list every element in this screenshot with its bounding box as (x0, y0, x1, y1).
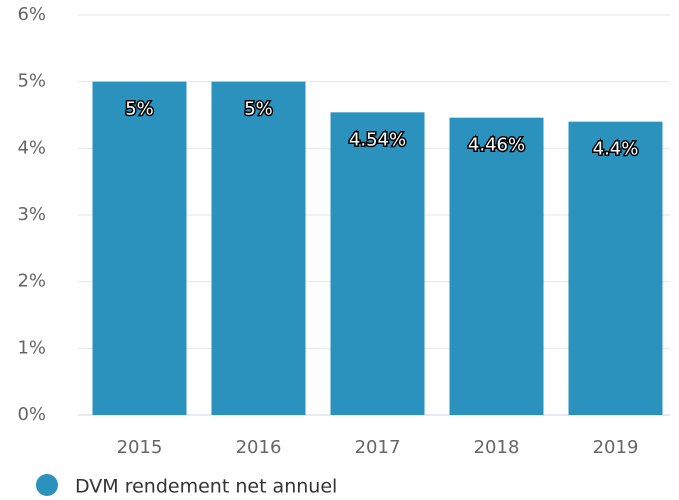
y-tick-label: 5% (17, 71, 46, 92)
legend-label: DVM rendement net annuel (75, 476, 337, 498)
y-tick-label: 0% (17, 404, 46, 425)
legend-marker (36, 474, 58, 496)
x-tick-label: 2016 (236, 437, 282, 458)
y-tick-label: 4% (17, 137, 46, 158)
value-label: 4.54% (349, 129, 406, 150)
y-tick-label: 2% (17, 271, 46, 292)
value-label: 5% (244, 99, 273, 120)
bar (211, 81, 306, 416)
y-tick-label: 3% (17, 204, 46, 225)
value-label: 5% (125, 99, 154, 120)
value-label: 4.4% (593, 139, 639, 160)
bar (92, 81, 187, 416)
x-tick-label: 2015 (117, 437, 163, 458)
x-tick-label: 2018 (474, 437, 520, 458)
x-tick-label: 2019 (593, 437, 639, 458)
x-tick-label: 2017 (355, 437, 401, 458)
bar (330, 112, 425, 415)
y-tick-label: 1% (17, 337, 46, 358)
bar (449, 117, 544, 416)
bar (568, 121, 663, 416)
y-tick-label: 6% (17, 4, 46, 25)
value-label: 4.46% (468, 135, 525, 156)
